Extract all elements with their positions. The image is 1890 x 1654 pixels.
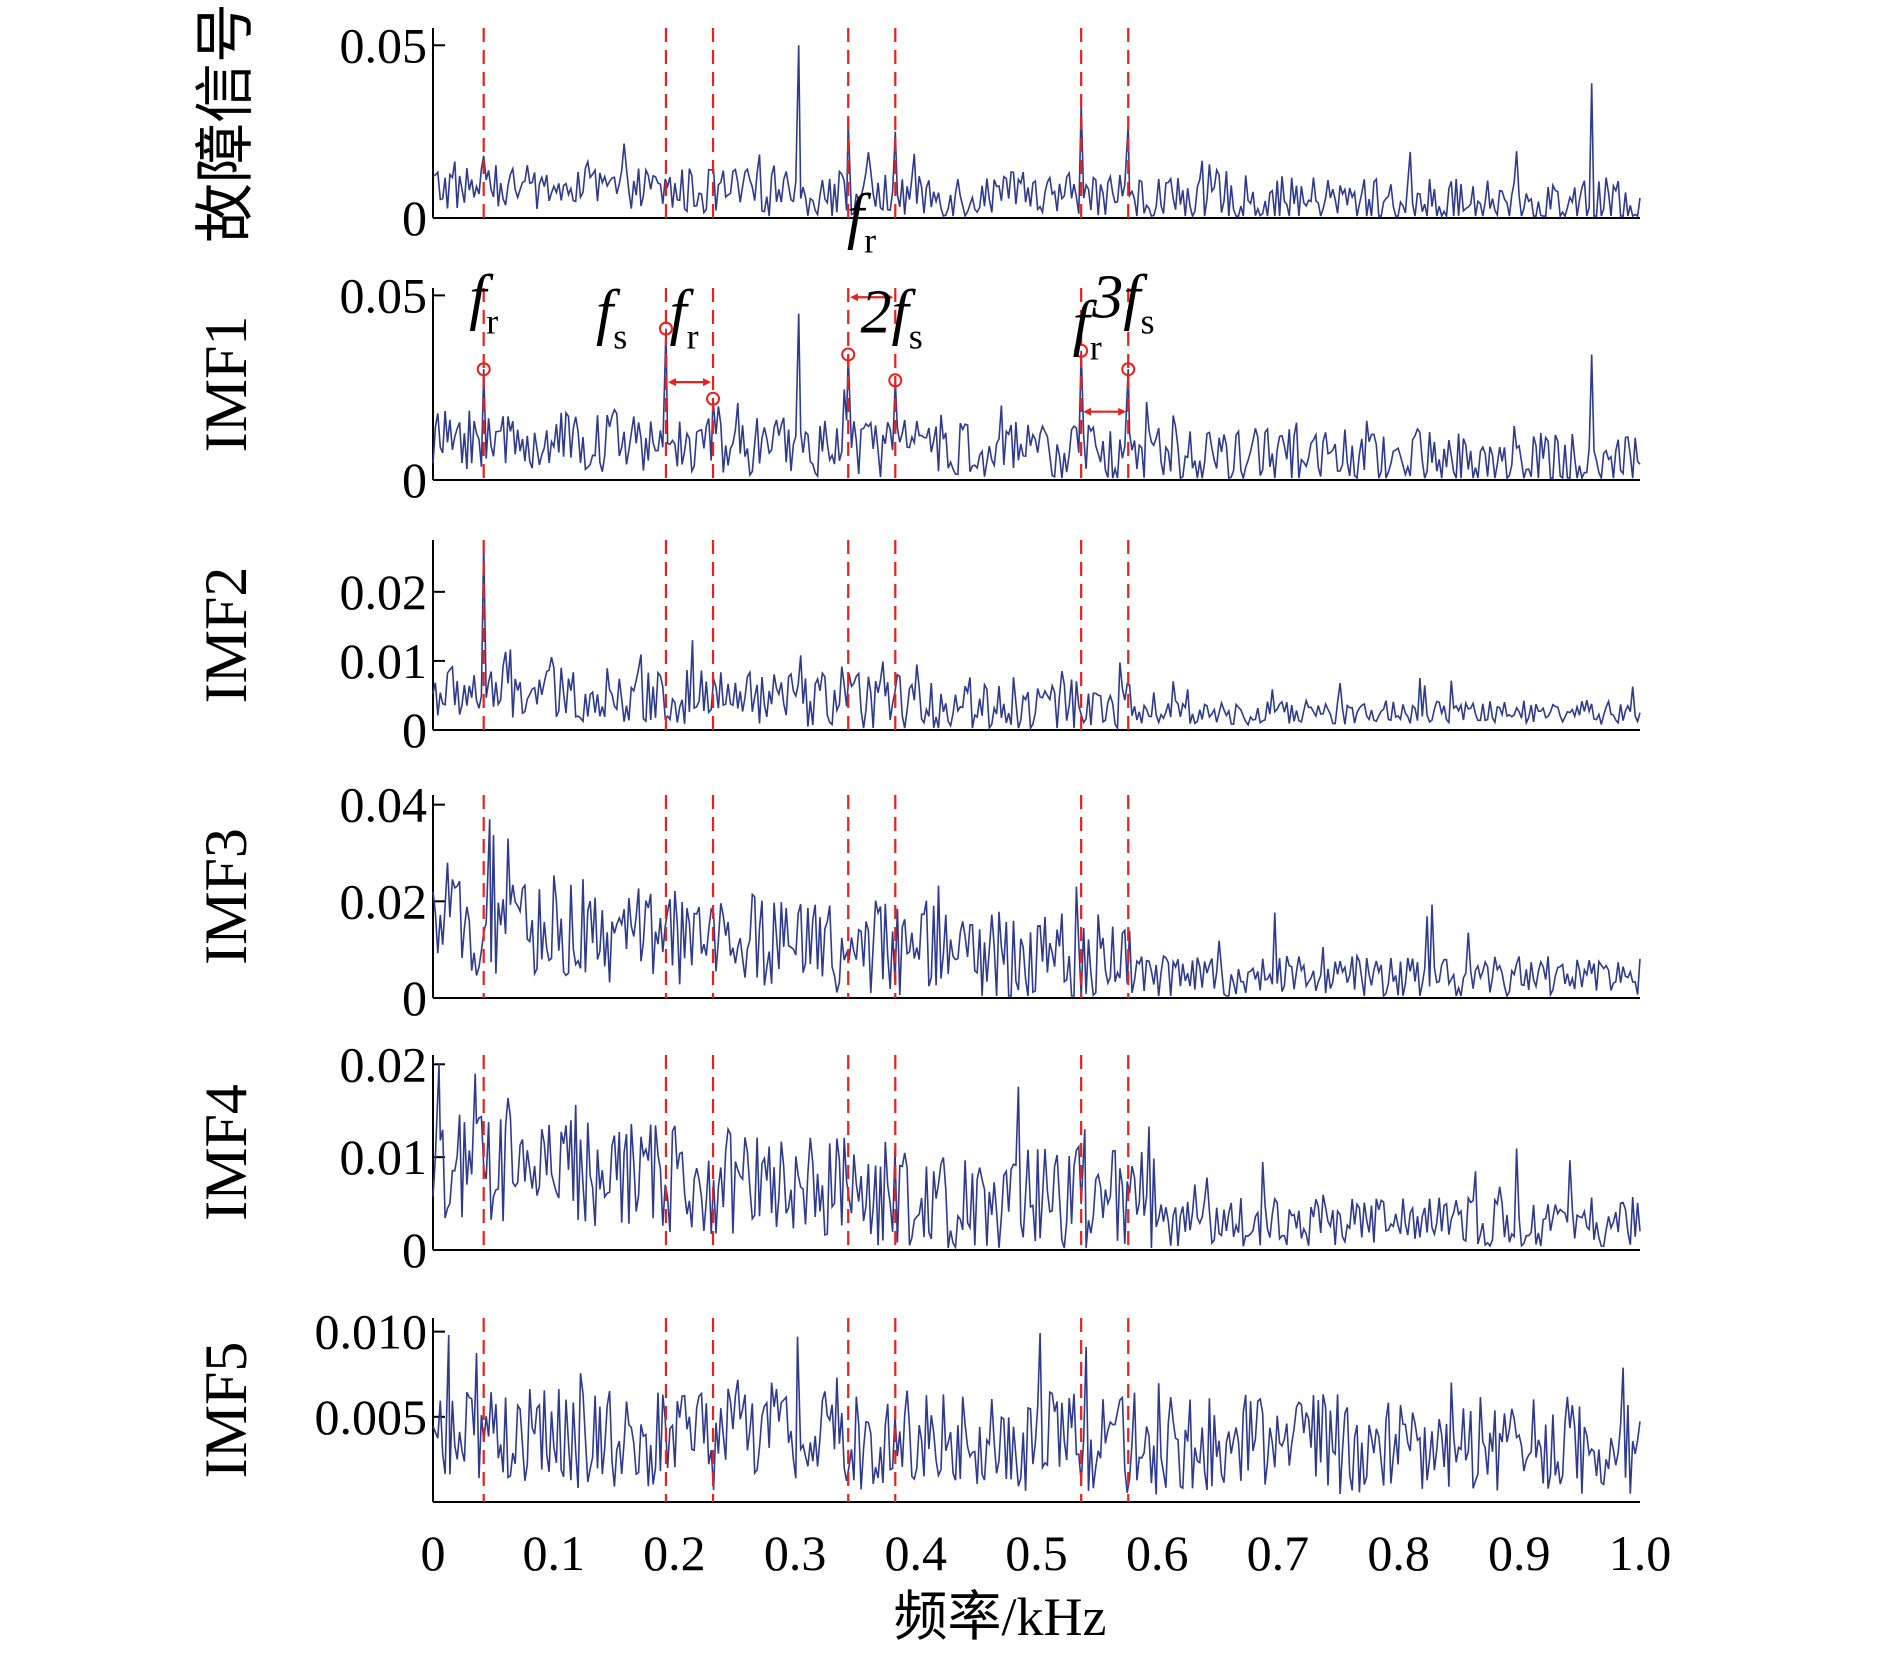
y-tick-label: 0 xyxy=(402,452,427,508)
annotation-main: 2f xyxy=(861,278,917,346)
y-axis-label: IMF4 xyxy=(193,1084,259,1221)
annotation-label: 3fs xyxy=(1091,264,1154,342)
y-axis-label: IMF2 xyxy=(193,567,259,704)
annotation-subscript: s xyxy=(909,316,923,356)
annotation-label: fr xyxy=(469,264,498,342)
annotation-label: fr xyxy=(669,278,698,356)
peak-marker xyxy=(476,362,491,377)
y-tick-label: 0.02 xyxy=(340,564,428,620)
x-tick-label: 0.3 xyxy=(764,1525,827,1581)
x-tick-label: 1.0 xyxy=(1609,1525,1672,1581)
x-tick-label: 0.5 xyxy=(1005,1525,1068,1581)
panel-IMF2: 0 0.01 0.02 IMF2 xyxy=(193,540,1641,758)
x-tick-label: 0 xyxy=(421,1525,446,1581)
panel-IMF5: 0.005 0.010 IMF5 xyxy=(193,1304,1641,1503)
y-tick-label: 0.04 xyxy=(340,777,428,833)
peak-marker xyxy=(706,391,721,406)
panel-IMF4: 0 0.01 0.02 IMF4 xyxy=(193,1036,1641,1278)
x-axis-label: 频率/kHz xyxy=(894,1587,1107,1647)
y-tick-label: 0.01 xyxy=(340,633,428,689)
y-tick-label: 0 xyxy=(402,702,427,758)
y-tick-label: 0 xyxy=(402,190,427,246)
x-tick-label: 0.8 xyxy=(1367,1525,1430,1581)
annotation-subscript: r xyxy=(864,220,876,260)
peak-marker xyxy=(888,373,903,388)
y-tick-label: 0.01 xyxy=(340,1129,428,1185)
annotation-label: 2fs xyxy=(861,278,923,356)
annotation-subscript: s xyxy=(613,316,627,356)
x-tick-label: 0.7 xyxy=(1247,1525,1310,1581)
y-axis-label: IMF5 xyxy=(193,1342,259,1479)
annotation-main: 3f xyxy=(1091,264,1148,332)
x-tick-label: 0.9 xyxy=(1488,1525,1551,1581)
series-line-IMF2 xyxy=(432,543,1641,731)
x-tick-label: 0.1 xyxy=(522,1525,585,1581)
y-tick-label: 0 xyxy=(402,1222,427,1278)
y-axis-label: IMF1 xyxy=(193,316,259,453)
y-tick-label: 0.02 xyxy=(340,873,428,929)
x-tick-label: 0.2 xyxy=(643,1525,706,1581)
peak-marker xyxy=(841,347,856,362)
x-tick-label: 0.4 xyxy=(885,1525,948,1581)
panel-故障信号: 0 0.05 故障信号 xyxy=(193,3,1641,246)
series-line-IMF3 xyxy=(432,819,1641,999)
annotation-label: fs xyxy=(596,278,627,356)
annotation-label: fr xyxy=(847,182,876,260)
panel-IMF3: 0 0.02 0.04 IMF3 xyxy=(193,777,1641,1026)
y-tick-label: 0.02 xyxy=(340,1036,428,1092)
annotation-subscript: r xyxy=(687,316,699,356)
peak-marker xyxy=(1074,343,1089,358)
y-tick-label: 0.05 xyxy=(340,17,428,73)
y-tick-label: 0.05 xyxy=(340,267,428,323)
peak-marker xyxy=(658,321,673,336)
peak-marker xyxy=(1121,362,1136,377)
y-tick-label: 0.005 xyxy=(315,1389,428,1445)
series-line-故障信号 xyxy=(432,45,1641,219)
annotation-subscript: r xyxy=(1090,327,1102,367)
x-tick-label: 0.6 xyxy=(1126,1525,1189,1581)
x-axis: 0 0.1 0.2 0.3 0.4 0.5 0.6 0.7 0.8 0.9 1.0 xyxy=(421,1525,1672,1581)
y-axis-label: 故障信号 xyxy=(193,3,259,243)
series-line-IMF1 xyxy=(432,313,1641,482)
y-axis-label: IMF3 xyxy=(193,828,259,965)
annotation-subscript: s xyxy=(1141,302,1155,342)
series-line-IMF4 xyxy=(432,1064,1641,1250)
series-line-IMF5 xyxy=(432,1332,1641,1495)
y-tick-label: 0 xyxy=(402,970,427,1026)
y-tick-label: 0.010 xyxy=(315,1304,428,1360)
annotation-subscript: r xyxy=(486,302,498,342)
